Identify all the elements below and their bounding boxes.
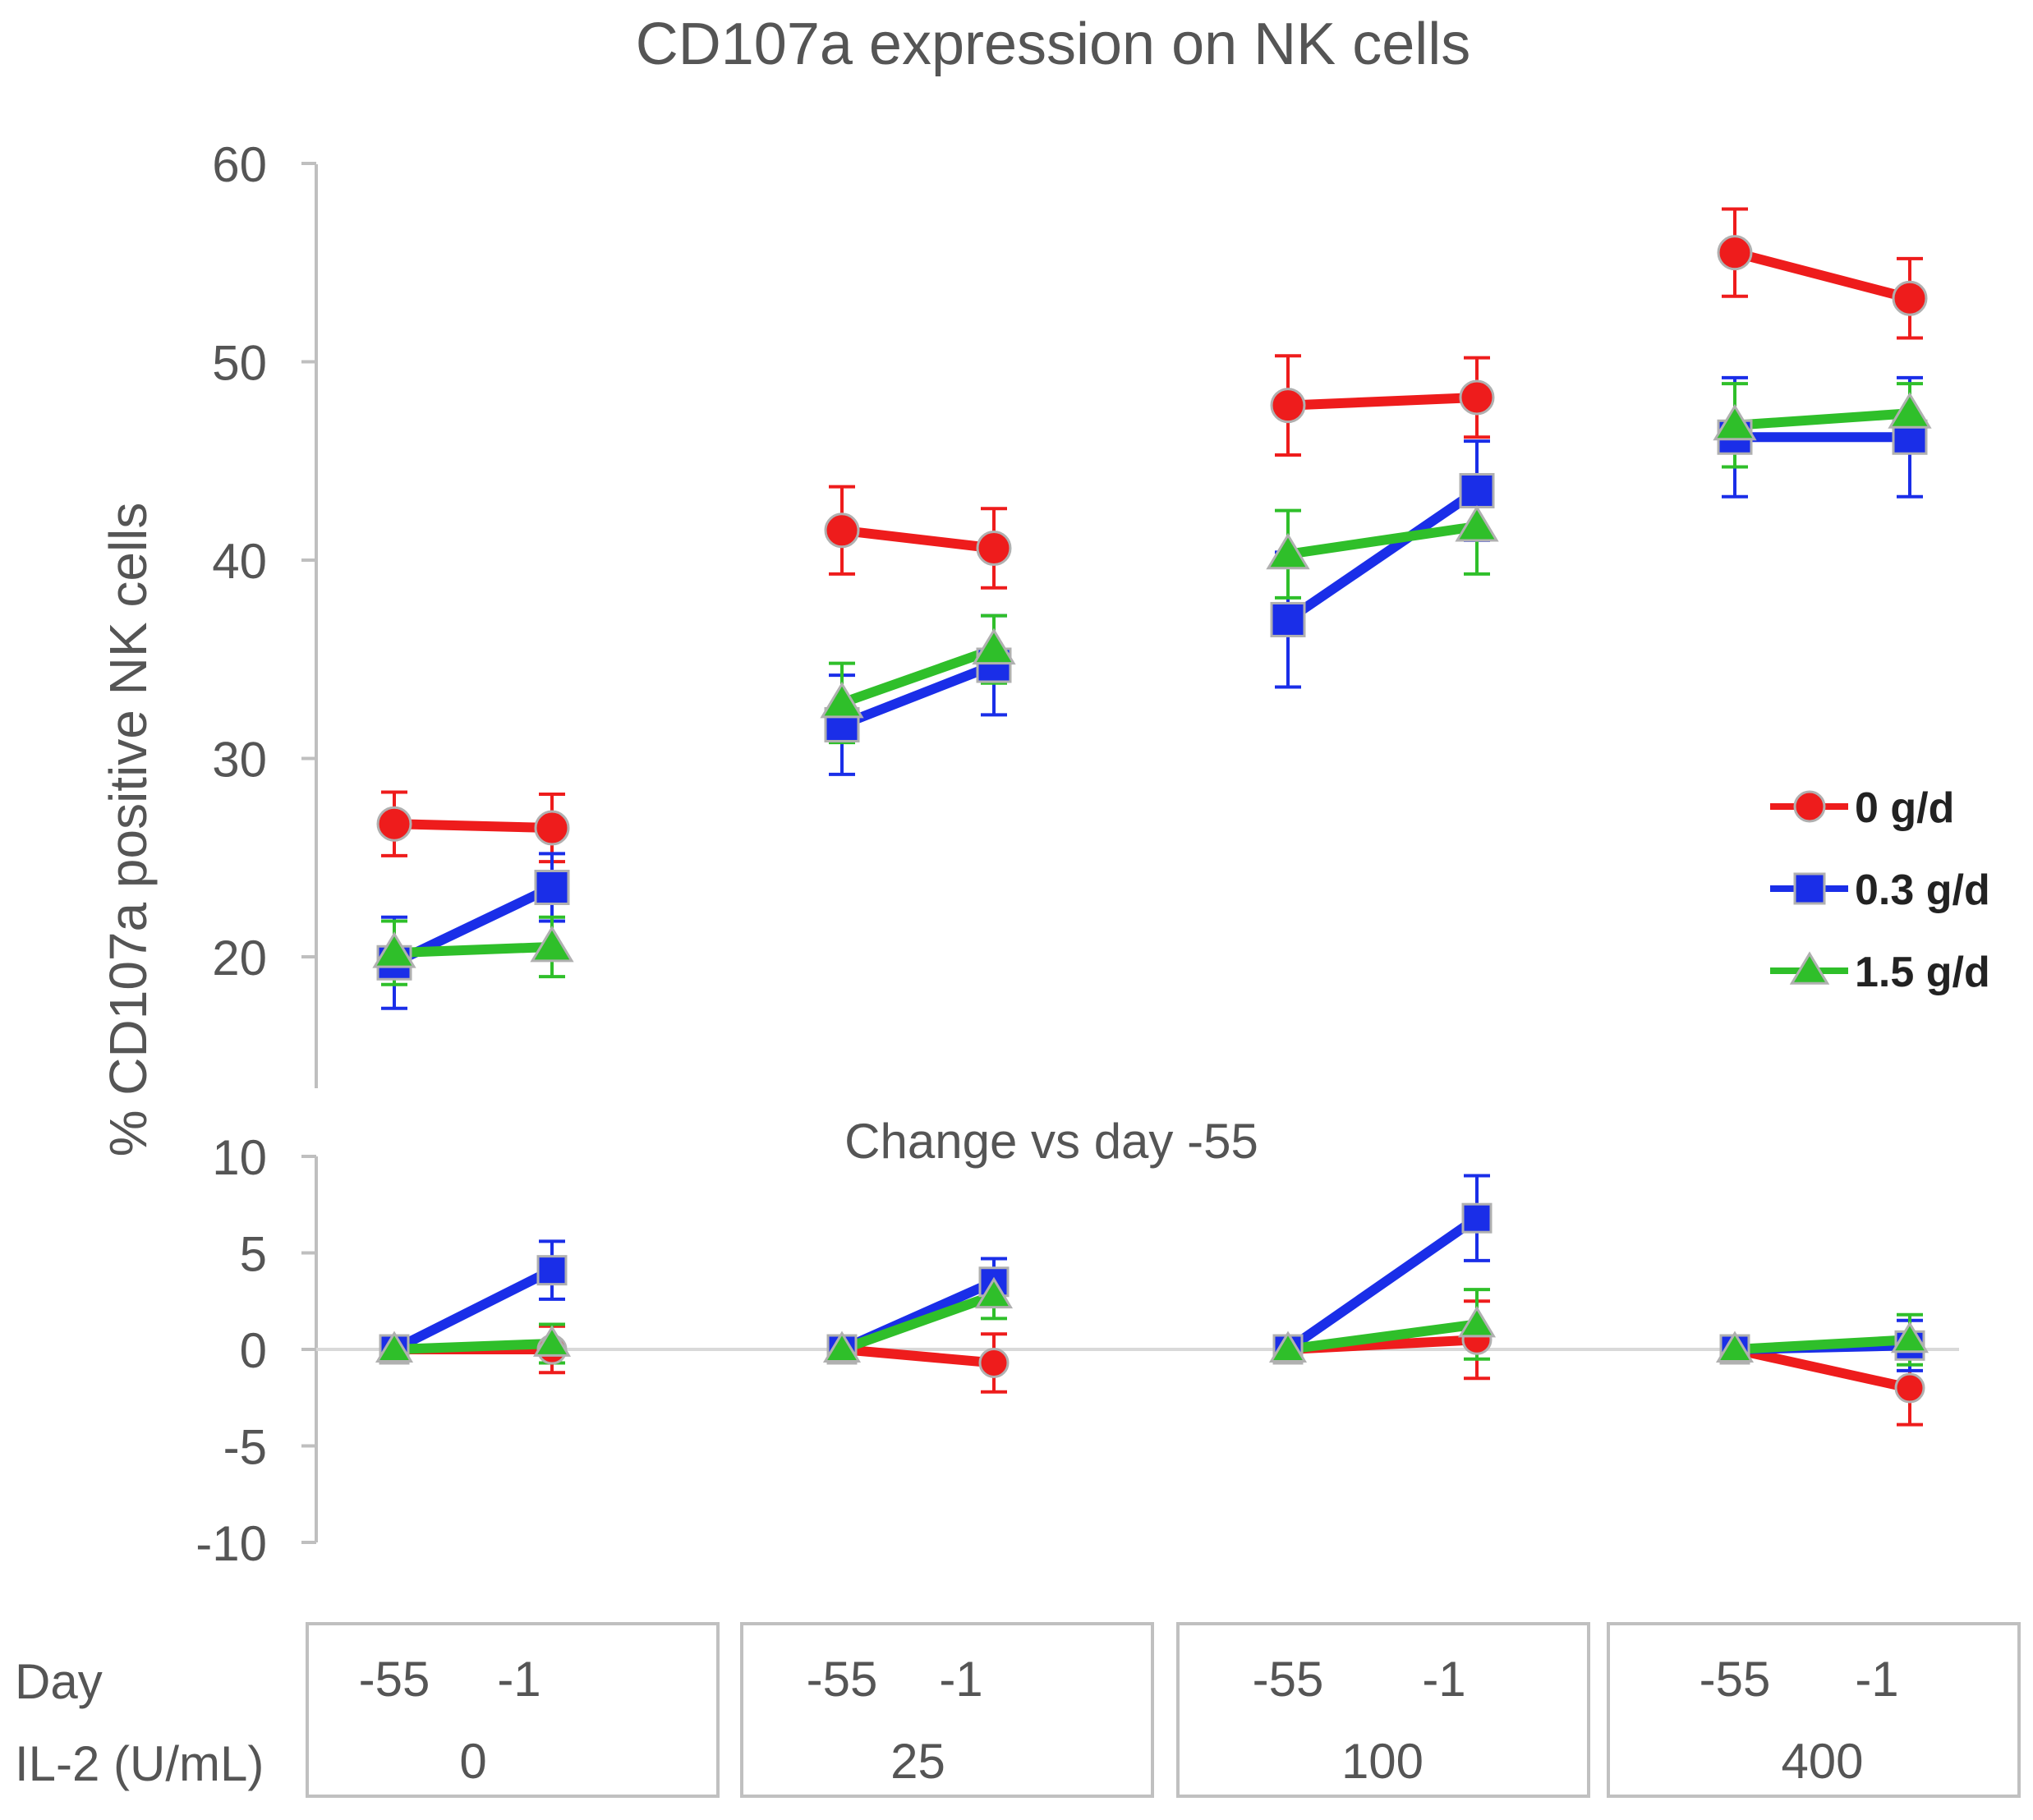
- legend-label: 0 g/d: [1855, 784, 1954, 832]
- data-point-triangle: [974, 1276, 1014, 1309]
- legend-label: 1.5 g/d: [1855, 949, 1990, 996]
- data-point-triangle: [972, 627, 1016, 665]
- y-tick-label: 10: [212, 1130, 267, 1185]
- top-panel: 20 30 40 50 60: [212, 137, 1932, 1088]
- group-box: [1176, 1622, 1590, 1798]
- legend: 0 g/d 0.3 g/d 1.5 g/d: [1770, 784, 1990, 996]
- data-point-square: [1793, 872, 1826, 905]
- day-label: -55: [807, 1652, 878, 1707]
- data-point-circle: [976, 531, 1012, 567]
- il2-label: 25: [890, 1734, 945, 1789]
- data-point-square: [1461, 1202, 1493, 1234]
- y-tick-label: 0: [240, 1323, 267, 1378]
- data-point-triangle: [820, 681, 864, 719]
- group-box: [306, 1622, 720, 1798]
- data-point-triangle: [1455, 505, 1499, 542]
- data-point-square: [1270, 601, 1306, 637]
- data-point-circle: [1459, 379, 1495, 416]
- data-point-triangle: [1890, 1321, 1930, 1354]
- series-line-0-g-d: [837, 1344, 999, 1368]
- data-point-circle: [1270, 388, 1306, 424]
- data-point-square: [1459, 472, 1495, 508]
- series-line-1-5-g-d: [1283, 521, 1482, 559]
- data-point-circle: [534, 810, 570, 846]
- il2-label: 100: [1341, 1734, 1424, 1789]
- y-tick-label: 40: [212, 534, 267, 589]
- data-point-triangle: [372, 931, 416, 968]
- day-label: -55: [1253, 1652, 1324, 1707]
- day-label: -1: [939, 1652, 982, 1707]
- y-tick-label: 5: [240, 1227, 267, 1282]
- data-point-circle: [1892, 280, 1928, 316]
- il2-row-label: IL-2 (U/mL): [15, 1736, 264, 1791]
- series-line-0-g-d: [1283, 392, 1482, 411]
- data-point-triangle: [822, 1331, 862, 1363]
- day-label: -1: [1855, 1652, 1898, 1707]
- series-line-1-5-g-d: [1730, 408, 1915, 430]
- y-tick-label: -10: [195, 1516, 267, 1571]
- series-line-0-g-d: [1730, 247, 1915, 304]
- series-line-1-5-g-d: [837, 1290, 999, 1354]
- series-line-0-g-d: [389, 819, 557, 834]
- data-point-triangle: [530, 926, 574, 963]
- day-label: -55: [1700, 1652, 1771, 1707]
- change-panel-title: Change vs day -55: [844, 1114, 1258, 1169]
- data-point-circle: [1894, 1372, 1925, 1404]
- data-point-circle: [376, 806, 412, 842]
- series-line-0-3-g-d: [1283, 1213, 1482, 1354]
- data-point-circle: [1793, 790, 1826, 823]
- axis-table: Day IL-2 (U/mL) -55 -10-55 -125-55 -1100-55…: [15, 1622, 2021, 1798]
- series-line-1-5-g-d: [837, 644, 999, 708]
- series-line-0-3-g-d: [389, 1265, 557, 1354]
- il2-label: 400: [1781, 1734, 1863, 1789]
- data-point-triangle: [1888, 392, 1932, 429]
- series-line-0-3-g-d: [837, 660, 999, 730]
- y-tick-label: 50: [212, 336, 267, 391]
- data-point-square: [534, 869, 570, 905]
- data-point-triangle: [1789, 951, 1830, 985]
- series-line-1-5-g-d: [389, 1338, 557, 1354]
- group-box: [1607, 1622, 2021, 1798]
- y-tick-label: -5: [223, 1420, 267, 1475]
- series-line-1-5-g-d: [389, 941, 557, 958]
- data-point-triangle: [532, 1325, 572, 1357]
- data-point-triangle: [375, 1331, 414, 1363]
- chart-title: CD107a expression on NK cells: [636, 11, 1471, 77]
- series-line-0-g-d: [1730, 1344, 1915, 1393]
- data-point-triangle: [1268, 1331, 1308, 1363]
- group-box: [740, 1622, 1154, 1798]
- y-tick-label: 30: [212, 733, 267, 788]
- change-panel: -10 -5 0 5 10: [195, 1130, 1959, 1571]
- series-line-0-3-g-d: [1283, 485, 1482, 625]
- series-line-1-5-g-d: [1283, 1319, 1482, 1354]
- y-tick-label: 60: [212, 137, 267, 192]
- y-tick-label: 20: [212, 931, 267, 986]
- data-point-circle: [978, 1347, 1010, 1378]
- il2-label: 0: [459, 1734, 486, 1789]
- data-point-circle: [1717, 235, 1753, 271]
- data-point-triangle: [1457, 1305, 1497, 1338]
- data-point-circle: [824, 512, 860, 549]
- day-label: -55: [359, 1652, 430, 1707]
- day-row-label: Day: [15, 1654, 103, 1709]
- legend-label: 0.3 g/d: [1855, 866, 1990, 914]
- data-point-triangle: [1266, 532, 1310, 570]
- day-label: -1: [1422, 1652, 1465, 1707]
- data-point-triangle: [1715, 1331, 1755, 1363]
- y-axis-label: % CD107a positive NK cells: [99, 503, 158, 1157]
- series-line-0-g-d: [837, 525, 999, 554]
- data-point-triangle: [1713, 403, 1757, 441]
- data-point-square: [536, 1255, 568, 1286]
- series-line-1-5-g-d: [1730, 1335, 1915, 1354]
- day-label: -1: [497, 1652, 540, 1707]
